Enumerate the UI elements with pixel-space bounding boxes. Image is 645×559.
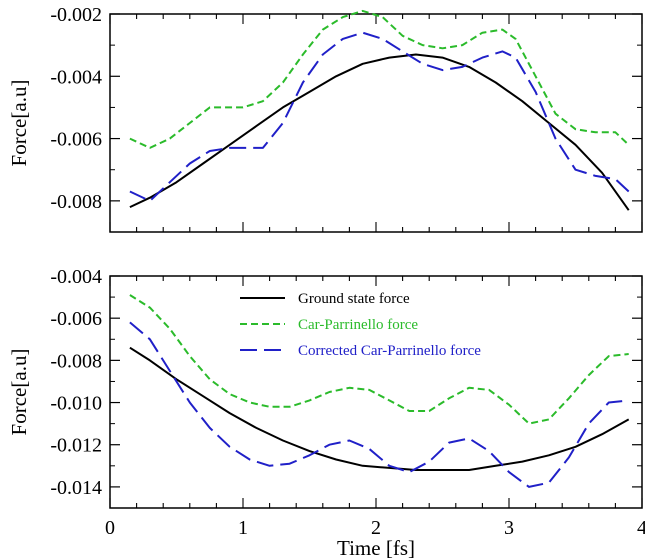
x-tick-label: 2 bbox=[371, 517, 381, 539]
legend-label-1: Car-Parrinello force bbox=[298, 317, 418, 333]
series-line-0 bbox=[129, 53, 630, 211]
series-line-2 bbox=[129, 321, 629, 488]
x-tick-label: 4 bbox=[637, 517, 645, 539]
legend-label-0: Ground state force bbox=[298, 291, 410, 307]
series-line-2 bbox=[129, 31, 630, 202]
panel-bottom: -0.014 -0.012 -0.010 -0.008 -0.006 -0.004 0 1 2 3… bbox=[7, 266, 645, 559]
legend-label-2: Corrected Car-Parrinello force bbox=[298, 343, 481, 359]
y-tick-label: -0.012 bbox=[50, 435, 102, 457]
y-tick-label: -0.008 bbox=[50, 191, 102, 213]
panel-top: -0.008 -0.006 -0.004 -0.002 Force[a.u] bbox=[7, 4, 643, 233]
y-tick-label: -0.004 bbox=[50, 266, 102, 288]
y-axis-label: Force[a.u] bbox=[7, 80, 31, 167]
x-tick-label: 3 bbox=[504, 517, 514, 539]
series-line-1 bbox=[129, 294, 629, 425]
x-tick-label: 0 bbox=[105, 517, 115, 539]
y-tick-label: -0.006 bbox=[50, 308, 102, 330]
y-tick-label: -0.006 bbox=[50, 129, 102, 151]
y-tick-label: -0.008 bbox=[50, 350, 102, 372]
series-line-0 bbox=[129, 346, 630, 471]
y-tick-label: -0.002 bbox=[50, 4, 102, 26]
plot-frame bbox=[109, 275, 643, 509]
y-tick-label: -0.010 bbox=[50, 393, 102, 415]
x-axis-label: Time [fs] bbox=[337, 536, 415, 559]
series-line-1 bbox=[129, 9, 630, 149]
y-tick-label: -0.004 bbox=[50, 66, 102, 88]
y-tick-label: -0.014 bbox=[50, 477, 102, 499]
y-axis-label: Force[a.u] bbox=[7, 349, 31, 436]
x-tick-label: 1 bbox=[238, 517, 248, 539]
